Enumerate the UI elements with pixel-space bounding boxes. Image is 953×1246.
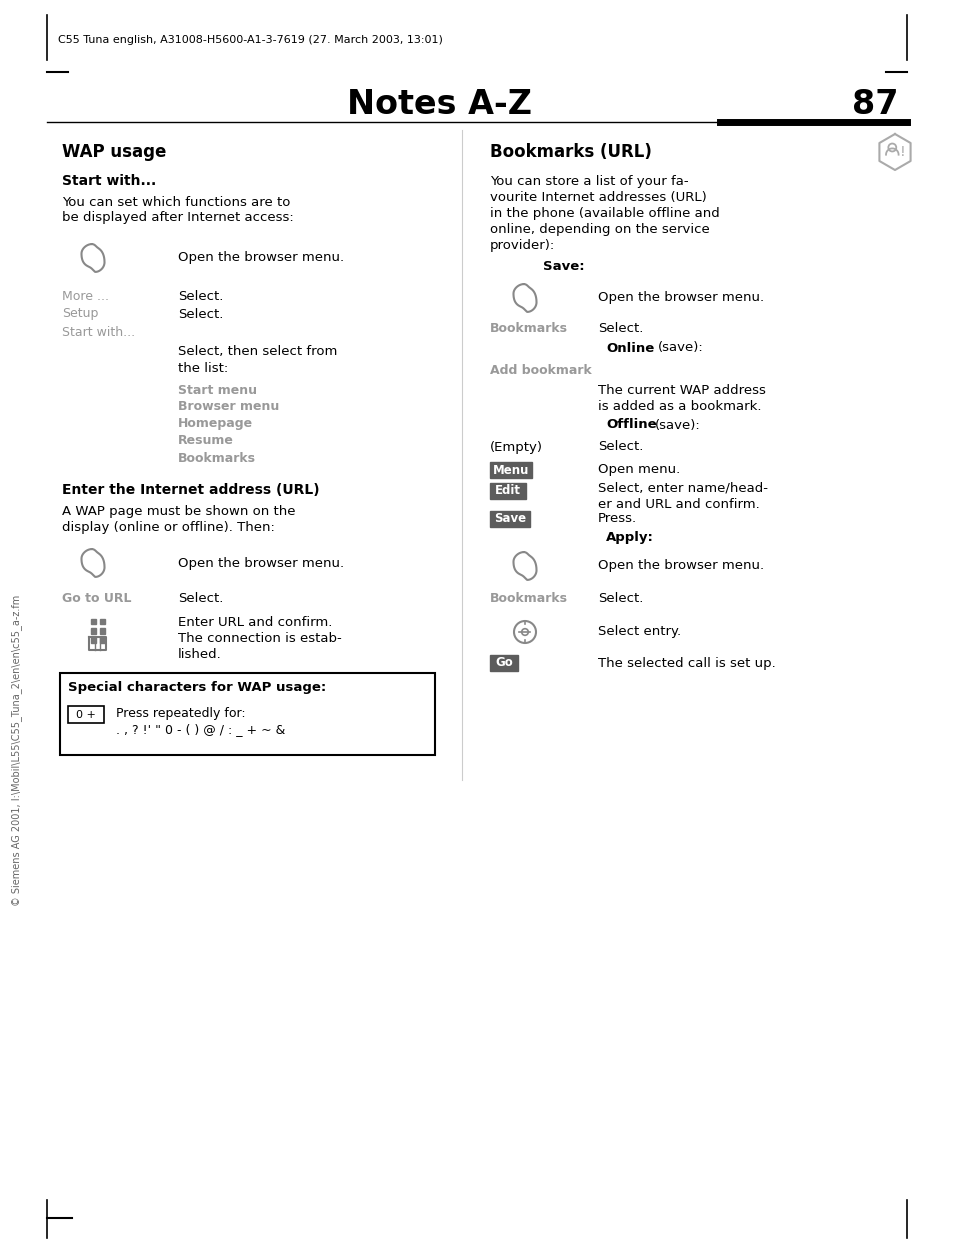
Text: !: ! [900,145,905,159]
Text: Select.: Select. [598,593,642,606]
Bar [91,638,96,643]
Text: Notes A-Z: Notes A-Z [347,88,532,122]
Text: More ...: More ... [62,289,109,303]
Text: Bookmarks (URL): Bookmarks (URL) [490,143,651,161]
Text: vourite Internet addresses (URL): vourite Internet addresses (URL) [490,191,706,203]
Text: Open the browser menu.: Open the browser menu. [598,292,763,304]
Text: Apply:: Apply: [605,531,653,543]
Text: the list:: the list: [178,361,228,375]
Text: Select.: Select. [598,441,642,454]
Text: is added as a bookmark.: is added as a bookmark. [598,400,760,412]
Bar [490,462,532,478]
Text: Bookmarks: Bookmarks [490,593,567,606]
Text: You can set which functions are to: You can set which functions are to [62,196,290,208]
Text: lished.: lished. [178,648,221,660]
Text: Select, then select from: Select, then select from [178,345,337,359]
Text: Save: Save [494,512,525,526]
Text: display (online or offline). Then:: display (online or offline). Then: [62,521,274,533]
Text: Edit: Edit [495,485,520,497]
Text: . , ? !' " 0 - ( ) @ / : _ + ~ &: . , ? !' " 0 - ( ) @ / : _ + ~ & [116,724,285,736]
Text: er and URL and confirm.: er and URL and confirm. [598,497,759,511]
Text: You can store a list of your fa-: You can store a list of your fa- [490,174,688,187]
Text: (save):: (save): [655,419,700,431]
Text: Press.: Press. [598,512,637,526]
Text: online, depending on the service: online, depending on the service [490,223,709,235]
Text: Go to URL: Go to URL [62,593,132,606]
Text: Start menu: Start menu [178,384,256,396]
Text: Browser menu: Browser menu [178,400,279,414]
Text: The selected call is set up.: The selected call is set up. [598,657,775,669]
Text: The connection is estab-: The connection is estab- [178,632,341,644]
Text: Setup: Setup [62,308,98,320]
Text: A WAP page must be shown on the: A WAP page must be shown on the [62,505,295,517]
Text: Select.: Select. [178,593,223,606]
Text: Homepage: Homepage [178,417,253,431]
Bar [91,619,96,624]
Bar [100,619,105,624]
Bar [100,638,105,643]
Text: Open the browser menu.: Open the browser menu. [598,559,763,572]
Text: Add bookmark: Add bookmark [490,364,591,376]
Bar [68,706,104,723]
Text: C55 Tuna english, A31008-H5600-A1-3-7619 (27. March 2003, 13:01): C55 Tuna english, A31008-H5600-A1-3-7619… [58,35,442,45]
Text: WAP usage: WAP usage [62,143,166,161]
Text: Bookmarks: Bookmarks [490,323,567,335]
Text: (save):: (save): [658,341,703,355]
Bar [490,483,525,498]
Text: The current WAP address: The current WAP address [598,384,765,396]
Text: Special characters for WAP usage:: Special characters for WAP usage: [68,682,326,694]
Text: Open menu.: Open menu. [598,464,679,476]
Bar [490,511,530,527]
Bar [100,628,105,633]
Bar [490,655,517,672]
Text: Start with...: Start with... [62,325,135,339]
Text: Go: Go [495,657,513,669]
Text: © Siemens AG 2001, I:\Mobil\L55\C55_Tuna_2\en\en\c55_a-z.fm: © Siemens AG 2001, I:\Mobil\L55\C55_Tuna… [11,594,23,906]
Text: (Empty): (Empty) [490,441,542,454]
Text: in the phone (available offline and: in the phone (available offline and [490,207,719,219]
Text: Select.: Select. [178,308,223,320]
Text: provider):: provider): [490,238,555,252]
Text: Menu: Menu [493,464,529,476]
Text: 87: 87 [851,88,898,122]
Text: Select.: Select. [598,323,642,335]
Bar [60,673,435,755]
Text: Save:: Save: [542,259,584,273]
Text: Select entry.: Select entry. [598,625,680,638]
Text: Select.: Select. [178,289,223,303]
Text: Open the browser menu.: Open the browser menu. [178,252,344,264]
Bar [91,628,96,633]
Text: Open the browser menu.: Open the browser menu. [178,557,344,569]
Text: be displayed after Internet access:: be displayed after Internet access: [62,212,294,224]
Text: Online: Online [605,341,654,355]
Text: Enter the Internet address (URL): Enter the Internet address (URL) [62,483,319,497]
Text: Resume: Resume [178,435,233,447]
Text: Offline: Offline [605,419,656,431]
Text: Enter URL and confirm.: Enter URL and confirm. [178,616,332,628]
Text: Bookmarks: Bookmarks [178,451,255,465]
Text: Start with...: Start with... [62,174,156,188]
Text: Select, enter name/head-: Select, enter name/head- [598,481,767,495]
Text: 0 +: 0 + [76,709,96,719]
Text: Press repeatedly for:: Press repeatedly for: [116,708,245,720]
